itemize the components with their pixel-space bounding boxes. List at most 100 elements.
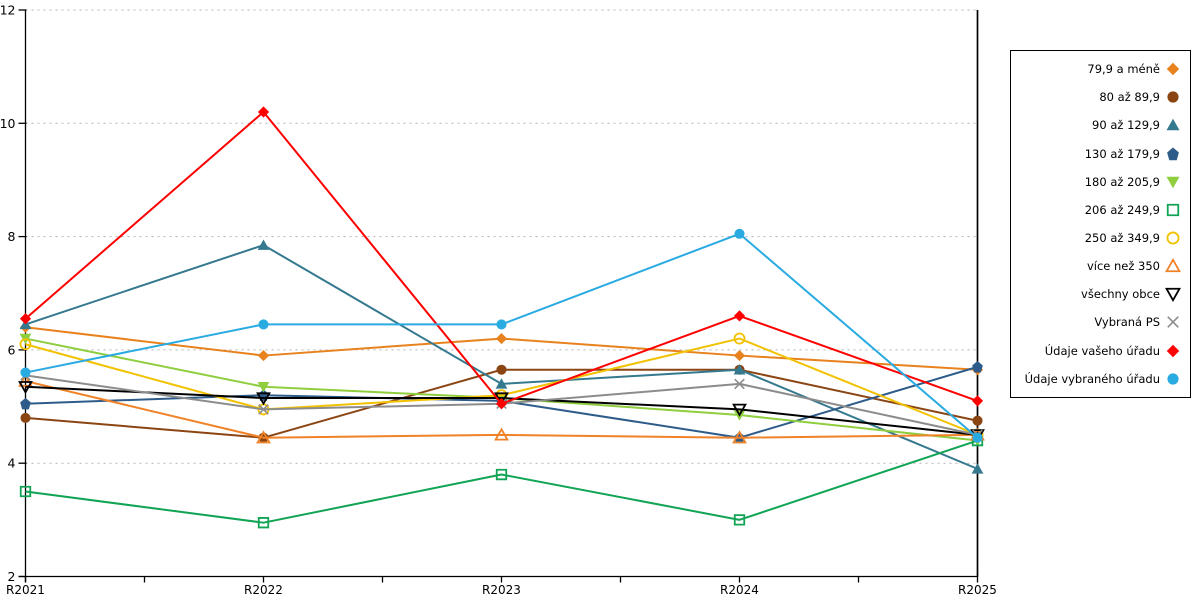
legend-marker-icon xyxy=(1165,288,1181,303)
legend-item-label: více než 350 xyxy=(1086,259,1160,274)
data-point-marker-icon xyxy=(495,468,508,481)
data-point-marker-icon xyxy=(971,463,984,474)
legend-item: Údaje vašeho úřadu xyxy=(1011,339,1190,363)
data-point-marker-icon xyxy=(1166,203,1180,217)
data-point-marker-icon xyxy=(733,310,746,322)
legend-item-label: 90 až 129,9 xyxy=(1092,118,1160,133)
y-tick-label: 4 xyxy=(8,456,16,471)
data-point-marker-icon xyxy=(257,381,270,393)
data-point-marker-icon xyxy=(1166,119,1180,131)
legend-marker-icon xyxy=(1167,147,1179,160)
data-point-marker-icon xyxy=(732,403,747,417)
data-point-marker-icon xyxy=(496,319,507,330)
legend-box: 79,9 a méně 80 až 89,9 90 až 129,9 130 až 1… xyxy=(1010,50,1191,398)
data-point-marker-icon xyxy=(496,364,507,375)
data-point-marker-icon xyxy=(495,398,508,410)
legend-item: 206 až 249,9 xyxy=(1011,198,1190,222)
data-point-marker-icon xyxy=(972,432,983,443)
data-point-marker-icon xyxy=(256,392,271,406)
series-line xyxy=(25,337,978,436)
legend-item: 80 až 89,9 xyxy=(1011,85,1190,109)
data-point-marker-icon xyxy=(1165,258,1181,273)
legend-item: 130 až 179,9 xyxy=(1011,142,1190,166)
data-point-marker-icon xyxy=(258,404,269,415)
data-point-marker-icon xyxy=(20,367,31,378)
legend-item-label: 79,9 a méně xyxy=(1087,62,1160,77)
legend-marker-icon xyxy=(1166,119,1180,131)
legend-item: 250 až 349,9 xyxy=(1011,226,1190,250)
legend-item: Vybraná PS xyxy=(1011,310,1190,334)
data-point-marker-icon xyxy=(1167,373,1179,385)
data-point-marker-icon xyxy=(1166,176,1180,188)
legend-item-label: Údaje vybraného úřadu xyxy=(1024,371,1160,386)
data-point-marker-icon xyxy=(734,378,745,390)
data-point-marker-icon xyxy=(494,427,509,441)
legend-item: 180 až 205,9 xyxy=(1011,170,1190,194)
plot-area: 2 4 6 8 10 12 R2021 R2022 R2023 R2024 R2025 xyxy=(0,3,997,598)
data-point-marker-icon xyxy=(1167,316,1179,329)
legend-item-label: 250 až 349,9 xyxy=(1084,231,1160,246)
data-point-marker-icon xyxy=(258,319,269,330)
data-point-marker-icon xyxy=(733,364,746,375)
y-tick-label: 10 xyxy=(0,116,16,131)
data-point-marker-icon xyxy=(1166,62,1180,76)
data-point-marker-icon xyxy=(1166,231,1180,245)
y-tick-label: 2 xyxy=(8,569,16,584)
legend-item: všechny obce xyxy=(1011,282,1190,306)
x-tick-label: R2023 xyxy=(482,583,521,597)
series-line xyxy=(25,380,978,439)
y-tick-label: 12 xyxy=(0,3,16,18)
data-point-marker-icon xyxy=(18,381,33,395)
legend-marker-icon xyxy=(1166,176,1180,188)
legend-marker-icon xyxy=(1167,91,1179,103)
data-point-marker-icon xyxy=(19,485,32,498)
data-point-marker-icon xyxy=(1167,147,1179,160)
legend-item-label: 80 až 89,9 xyxy=(1099,90,1160,105)
data-point-marker-icon xyxy=(19,338,32,351)
data-point-marker-icon xyxy=(19,313,32,325)
legend-item: více než 350 xyxy=(1011,254,1190,278)
data-point-marker-icon xyxy=(18,373,33,387)
data-point-marker-icon xyxy=(1166,344,1180,357)
legend-item: 90 až 129,9 xyxy=(1011,113,1190,137)
legend-item-label: Údaje vašeho úřadu xyxy=(1044,343,1160,358)
data-point-marker-icon xyxy=(20,412,31,423)
data-point-marker-icon xyxy=(1167,91,1179,103)
legend-item-label: všechny obce xyxy=(1081,287,1160,302)
legend-item-label: 206 až 249,9 xyxy=(1084,202,1160,217)
legend-marker-icon xyxy=(1167,373,1179,385)
data-point-marker-icon xyxy=(257,349,270,362)
data-point-marker-icon xyxy=(972,361,983,373)
legend-marker-icon xyxy=(1166,344,1180,357)
data-point-marker-icon xyxy=(257,239,270,250)
series-line xyxy=(24,110,978,405)
legend-item: 79,9 a méně xyxy=(1011,57,1190,81)
x-tick-label: R2022 xyxy=(244,583,283,597)
legend-marker-icon xyxy=(1166,231,1180,245)
data-point-marker-icon xyxy=(733,332,746,345)
series-line xyxy=(25,439,978,524)
data-point-marker-icon xyxy=(257,517,270,529)
data-point-marker-icon xyxy=(256,430,271,444)
data-point-marker-icon xyxy=(257,106,270,118)
legend-marker-icon xyxy=(1167,316,1179,329)
series-line xyxy=(25,385,978,436)
y-tick-label: 6 xyxy=(8,342,16,357)
data-point-marker-icon xyxy=(495,332,508,345)
data-point-marker-icon xyxy=(972,415,983,426)
x-tick-label: R2021 xyxy=(6,583,45,597)
legend-item: Údaje vybraného úřadu xyxy=(1011,367,1190,391)
legend-item-label: 130 až 179,9 xyxy=(1084,146,1160,161)
legend-item-label: 180 až 205,9 xyxy=(1084,174,1160,189)
x-tick-label: R2025 xyxy=(958,583,997,597)
legend-item-label: Vybraná PS xyxy=(1094,315,1160,330)
legend-marker-icon xyxy=(1166,203,1180,217)
legend-marker-icon xyxy=(1166,62,1180,76)
x-tick-label: R2024 xyxy=(720,583,759,597)
data-point-marker-icon xyxy=(494,392,509,406)
data-point-marker-icon xyxy=(495,378,508,389)
data-point-marker-icon xyxy=(1165,288,1181,303)
data-point-marker-icon xyxy=(20,397,31,410)
data-point-marker-icon xyxy=(734,228,745,239)
